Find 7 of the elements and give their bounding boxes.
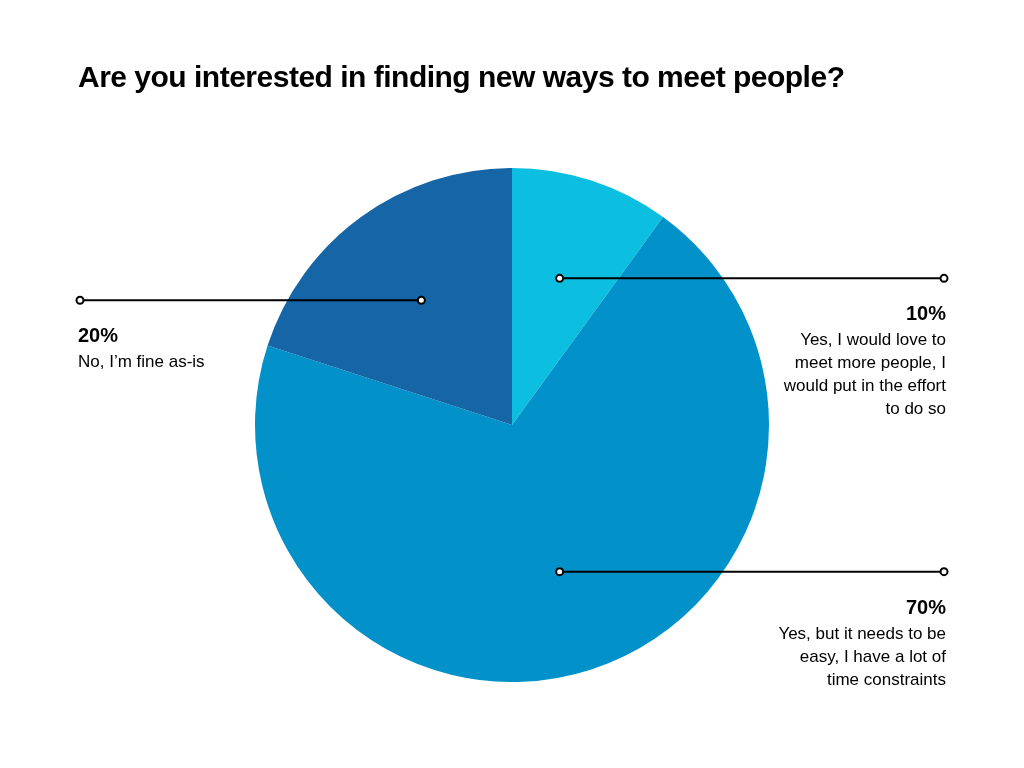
- data-label: 20%: [78, 324, 119, 347]
- slice-label: No, I’m fine as-is: [78, 352, 205, 372]
- data-label: 10%: [905, 302, 947, 325]
- slice-label: Yes, but it needs to be easy, I have a lot of time constraints: [778, 623, 947, 689]
- slice-label: Yes, I would love to meet more people, I would put in the effort to do so: [782, 330, 947, 419]
- chart-title: Are you interested in finding new ways to meet people?: [78, 60, 845, 94]
- data-label: 70%: [905, 595, 947, 618]
